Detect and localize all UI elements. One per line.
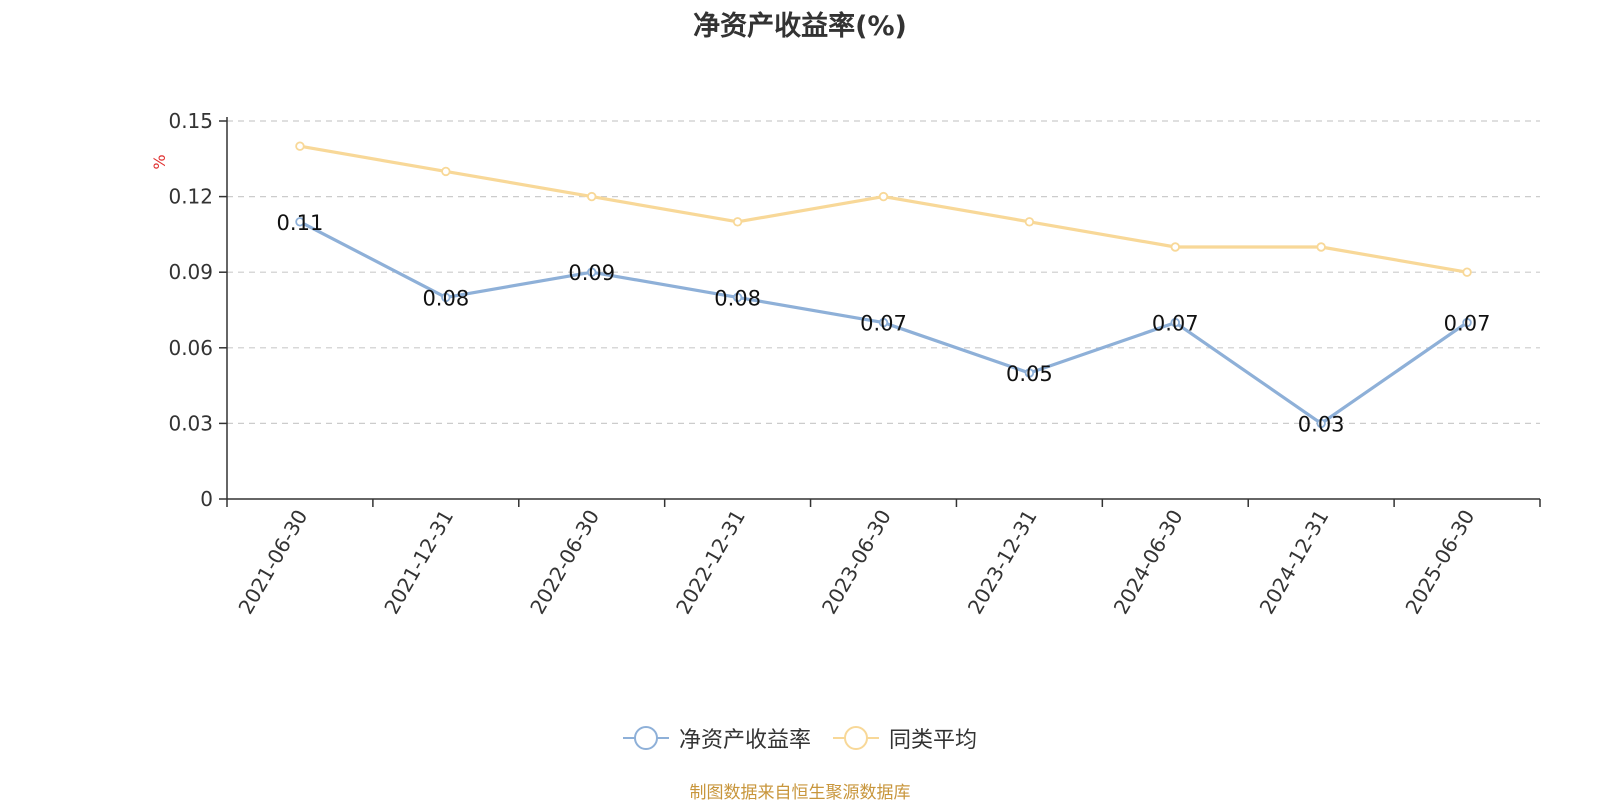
legend-item-roe[interactable]: 净资产收益率 (622, 722, 811, 754)
series-line-1 (299, 144, 1468, 274)
data-label: 0.07 (1444, 312, 1491, 336)
x-tick-label: 2021-12-31 (379, 506, 458, 619)
data-point (1316, 242, 1326, 252)
data-label: 0.07 (1152, 312, 1199, 336)
data-label: 0.05 (1006, 362, 1053, 386)
y-tick-label: 0.15 (168, 109, 213, 133)
y-tick-label: 0.06 (168, 336, 213, 360)
y-tick-label: 0.12 (168, 185, 213, 209)
legend-label: 净资产收益率 (678, 728, 811, 753)
y-tick-label: 0 (200, 487, 213, 511)
x-tick-label: 2024-06-30 (1109, 506, 1188, 619)
data-point (441, 166, 451, 177)
data-label: 0.08 (714, 286, 761, 310)
data-label: 0.09 (568, 261, 615, 285)
data-label: 0.07 (860, 312, 907, 336)
legend: 净资产收益率 同类平均 (0, 722, 1600, 754)
data-label: 0.11 (277, 211, 324, 235)
data-point (441, 292, 451, 303)
x-tick-label: 2024-12-31 (1255, 506, 1334, 619)
data-point (1024, 368, 1035, 378)
data-point (878, 317, 889, 328)
x-tick-label: 2025-06-30 (1400, 506, 1479, 619)
data-point (587, 191, 597, 202)
chart-title: 净资产收益率(%) (693, 11, 907, 42)
x-tick-label: 2023-12-31 (963, 506, 1042, 619)
data-label: 0.03 (1298, 412, 1345, 436)
data-label: 0.08 (422, 286, 469, 310)
legend-item-peer-average[interactable]: 同类平均 (833, 722, 977, 754)
data-point (1462, 267, 1472, 277)
x-tick-label: 2022-06-30 (525, 506, 604, 619)
data-point (1170, 317, 1180, 328)
y-tick-label: 0.09 (168, 260, 213, 284)
data-point (732, 217, 743, 227)
data-point (1316, 418, 1326, 429)
legend-marker-icon (833, 726, 879, 750)
x-tick-label: 2022-12-31 (671, 506, 750, 619)
data-point (295, 217, 305, 227)
x-tick-label: 2021-06-30 (233, 506, 312, 619)
data-point (587, 267, 597, 277)
legend-marker-icon (622, 726, 669, 750)
legend-label: 同类平均 (889, 728, 978, 753)
y-tick-label: 0.03 (168, 411, 213, 435)
data-point (732, 292, 743, 303)
x-tick-label: 2023-06-30 (817, 506, 896, 619)
data-point (878, 191, 889, 202)
y-axis-unit-label: % (150, 154, 169, 169)
data-source-note: 制图数据来自恒生聚源数据库 (689, 783, 911, 803)
data-point (1024, 217, 1035, 227)
data-point (295, 141, 305, 151)
data-point (1170, 242, 1180, 252)
data-point (1462, 317, 1472, 328)
